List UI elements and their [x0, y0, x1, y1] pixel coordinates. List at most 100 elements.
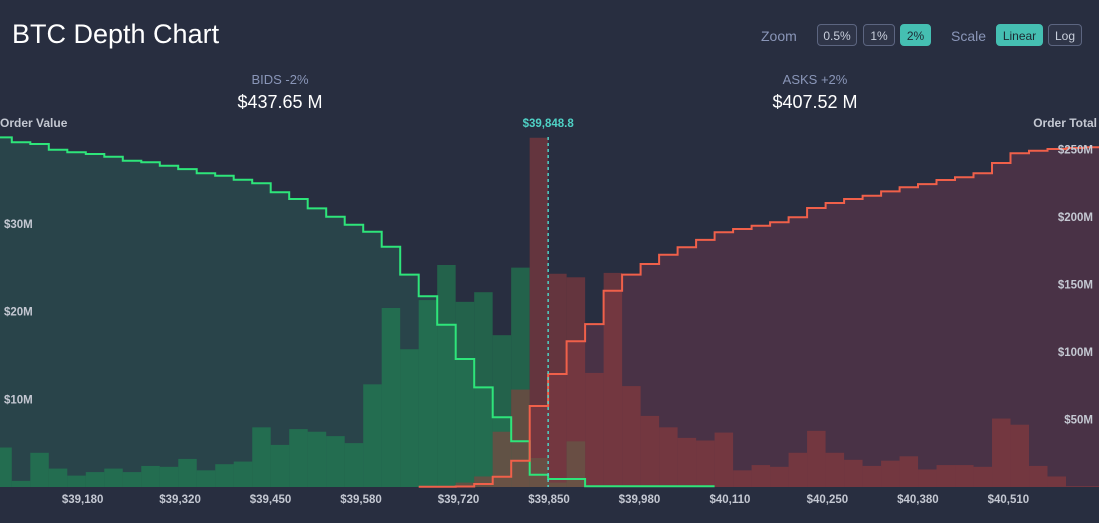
bid-bar: [437, 264, 456, 487]
ask-bar: [492, 431, 512, 487]
bid-bar: [215, 464, 234, 487]
bid-bar: [67, 475, 86, 487]
bid-bar: [289, 429, 308, 487]
left-tick-label: $10M: [4, 394, 33, 406]
ask-bar: [529, 137, 549, 487]
x-tick-label: $39,850: [528, 494, 570, 506]
x-tick-label: $40,250: [807, 494, 849, 506]
right-tick-label: $50M: [1064, 415, 1093, 427]
x-tick-label: $40,510: [988, 494, 1030, 506]
ask-bar: [714, 432, 734, 487]
zoom-2-button[interactable]: 2%: [900, 24, 931, 46]
asks-value: $407.52 M: [772, 92, 858, 112]
left-axis-title: Order Value: [0, 116, 68, 130]
bid-bar: [252, 427, 271, 487]
x-tick-label: $39,580: [340, 494, 382, 506]
left-tick-label: $20M: [4, 307, 33, 319]
bid-bar: [418, 300, 438, 487]
ask-bar: [918, 469, 937, 487]
ask-bar: [585, 372, 604, 487]
ask-bar: [844, 459, 863, 487]
bid-cumulative-area: [0, 137, 715, 487]
bid-bar: [122, 472, 142, 487]
ask-bar: [733, 470, 752, 487]
bid-bar: [400, 349, 419, 487]
x-tick-label: $39,180: [62, 494, 104, 506]
ask-bar: [1010, 424, 1030, 487]
bid-bar: [48, 468, 68, 487]
ask-bar: [474, 476, 493, 487]
page-title: BTC Depth Chart: [12, 19, 220, 49]
zoom-0.5-button[interactable]: 0.5%: [817, 24, 857, 46]
ask-bar: [751, 465, 771, 487]
asks-label: ASKS +2%: [782, 72, 848, 87]
ask-bar: [511, 389, 530, 487]
left-tick-label: $30M: [4, 219, 33, 231]
x-tick-label: $40,110: [709, 494, 750, 506]
bid-bar: [104, 468, 123, 487]
ask-bar: [677, 437, 697, 487]
ask-bar: [973, 466, 993, 487]
bid-bar: [270, 444, 290, 487]
scale-label: Scale: [951, 28, 987, 44]
ask-bar: [992, 418, 1011, 487]
ask-bar: [455, 482, 475, 487]
ask-bar: [955, 465, 974, 487]
x-tick-label: $39,720: [438, 494, 480, 506]
ask-bar: [696, 440, 715, 487]
x-tick-label: $39,450: [250, 494, 292, 506]
bids-value: $437.65 M: [237, 92, 323, 112]
ask-bar: [548, 273, 567, 487]
ask-bar: [659, 427, 678, 487]
ask-bar: [603, 272, 623, 487]
x-tick-label: $40,380: [897, 494, 939, 506]
bids-summary: BIDS -2% $437.65 M: [180, 72, 380, 113]
bid-bar: [455, 301, 475, 487]
bid-bar: [381, 307, 401, 487]
bid-bar: [141, 465, 160, 487]
right-axis-title: Order Total: [1033, 116, 1097, 130]
ask-bar: [899, 456, 919, 487]
ask-bar: [622, 386, 641, 487]
scale-linear-button[interactable]: Linear: [996, 24, 1043, 46]
bids-label: BIDS -2%: [251, 72, 309, 87]
ask-bar: [770, 466, 789, 487]
right-tick-label: $250M: [1058, 145, 1093, 157]
bid-bar: [326, 436, 345, 487]
x-tick-label: $39,320: [159, 494, 201, 506]
bid-bar: [0, 447, 12, 487]
bid-bar: [363, 384, 382, 487]
ask-bar: [807, 430, 826, 487]
ask-bar: [566, 277, 586, 487]
bid-bar: [30, 452, 49, 487]
asks-summary: ASKS +2% $407.52 M: [715, 72, 915, 113]
bid-bar: [159, 466, 179, 487]
right-tick-label: $100M: [1058, 347, 1093, 359]
bid-bar: [11, 480, 31, 487]
ask-bar: [1029, 465, 1048, 487]
bid-bar: [85, 472, 105, 487]
bid-bar: [233, 461, 253, 487]
ask-bar: [881, 460, 900, 487]
ask-bar: [1066, 486, 1085, 487]
bid-bar: [307, 431, 327, 487]
x-tick-label: $39,980: [619, 494, 661, 506]
scale-log-button[interactable]: Log: [1048, 24, 1082, 46]
ask-bar: [862, 465, 882, 487]
zoom-label: Zoom: [761, 28, 797, 44]
bid-cumulative-line: [0, 136, 715, 488]
ask-bar: [788, 452, 808, 487]
mid-price-label: $39,848.8: [523, 118, 575, 130]
bid-bar: [178, 458, 197, 487]
ask-bar: [1047, 476, 1067, 487]
ask-bar: [936, 465, 956, 487]
zoom-1-button[interactable]: 1%: [863, 24, 895, 46]
ask-bar: [1084, 486, 1099, 487]
bid-bar: [474, 292, 493, 487]
bid-bar: [344, 443, 364, 487]
right-tick-label: $150M: [1058, 280, 1093, 292]
right-tick-label: $200M: [1058, 212, 1093, 224]
ask-bar: [825, 452, 845, 487]
ask-cumulative-line: [418, 146, 1099, 488]
